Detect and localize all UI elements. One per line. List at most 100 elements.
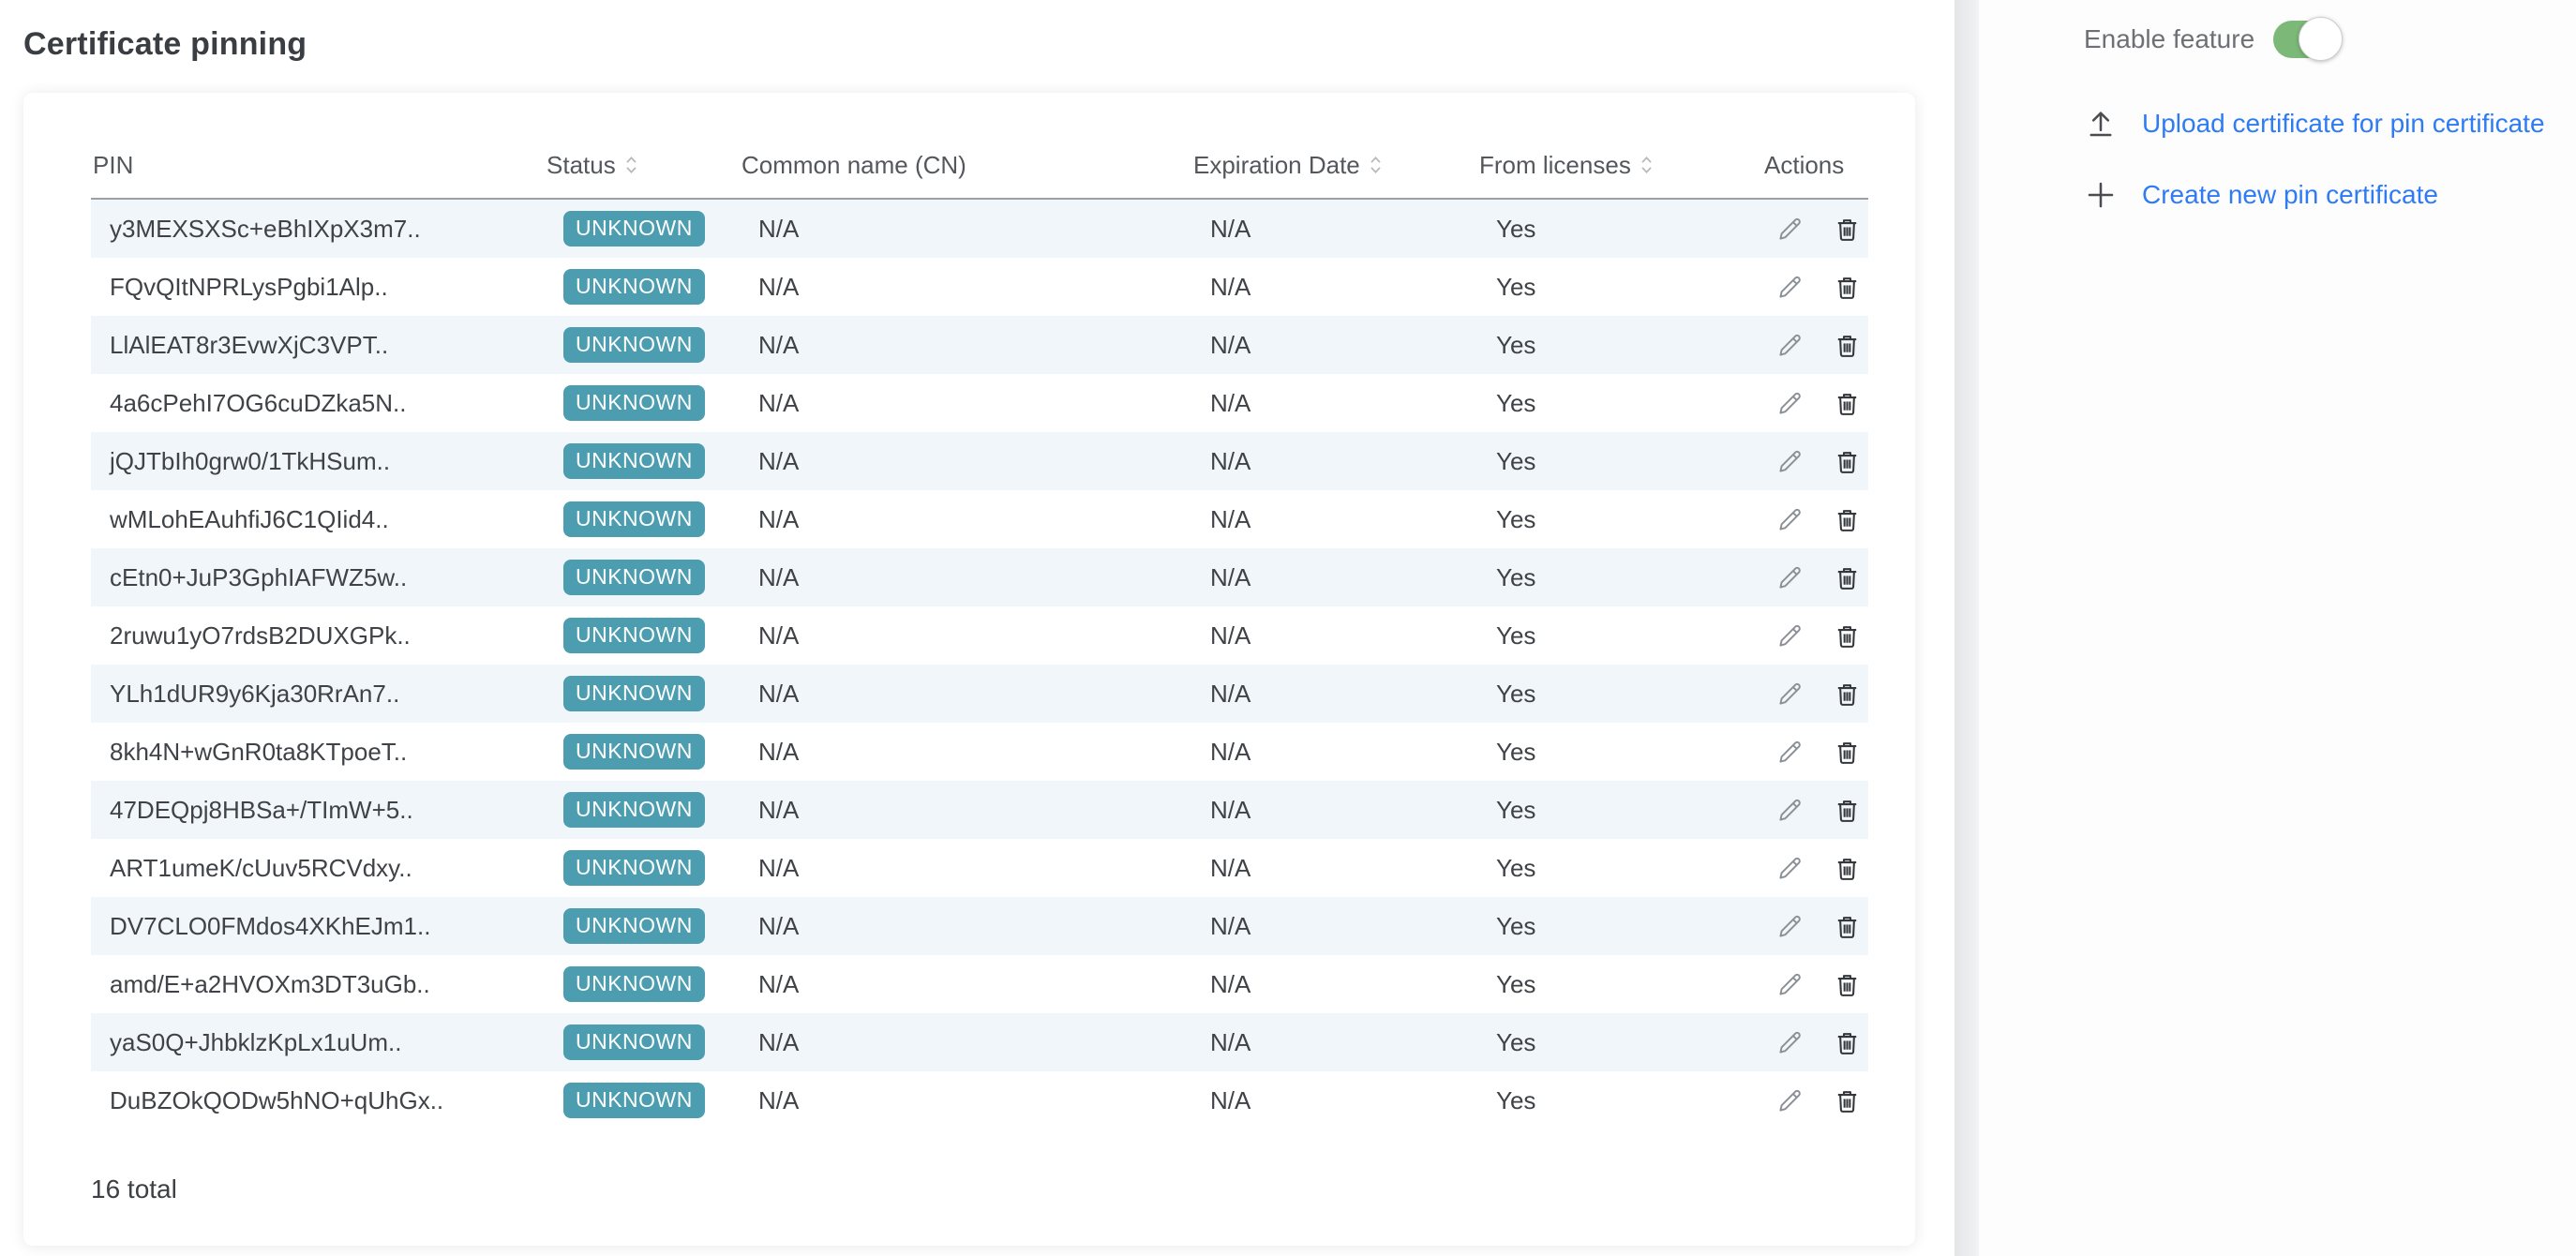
table-body: y3MEXSXSc+eBhIXpX3m7.. UNKNOWN N/A N/A Y… bbox=[91, 200, 1868, 1129]
edit-button[interactable] bbox=[1775, 563, 1805, 592]
column-header-label: Actions bbox=[1764, 150, 1845, 179]
status-badge: UNKNOWN bbox=[563, 327, 705, 363]
column-header-label: Status bbox=[547, 150, 616, 179]
status-cell: UNKNOWN bbox=[545, 618, 740, 653]
delete-button[interactable] bbox=[1833, 273, 1862, 302]
edit-button[interactable] bbox=[1775, 1086, 1805, 1115]
cn-cell: N/A bbox=[758, 272, 800, 301]
main-content: Certificate pinning PIN Status Common na… bbox=[23, 26, 1868, 1204]
edit-icon bbox=[1775, 334, 1805, 360]
column-header[interactable]: Status bbox=[545, 151, 740, 180]
table-row: LlAlEAT8r3EvwXjC3VPT.. UNKNOWN N/A N/A Y… bbox=[91, 316, 1868, 374]
table-row: yaS0Q+JhbklzKpLx1uUm.. UNKNOWN N/A N/A Y… bbox=[91, 1013, 1868, 1071]
delete-button[interactable] bbox=[1833, 621, 1862, 650]
column-header[interactable]: From licenses bbox=[1477, 151, 1762, 180]
upload-certificate-link[interactable]: Upload certificate for pin certificate bbox=[2084, 107, 2576, 141]
edit-button[interactable] bbox=[1775, 680, 1805, 709]
edit-button[interactable] bbox=[1775, 215, 1805, 244]
expiration-cell: N/A bbox=[1210, 562, 1251, 591]
actions-cell bbox=[1762, 447, 1865, 476]
expiration-cell: N/A bbox=[1210, 737, 1251, 766]
delete-button[interactable] bbox=[1833, 563, 1862, 592]
plus-icon bbox=[2084, 178, 2118, 212]
actions-cell bbox=[1762, 273, 1865, 302]
edit-button[interactable] bbox=[1775, 273, 1805, 302]
edit-button[interactable] bbox=[1775, 854, 1805, 883]
from-licenses-cell: Yes bbox=[1496, 272, 1536, 301]
cn-cell: N/A bbox=[758, 621, 800, 650]
actions-cell bbox=[1762, 680, 1865, 709]
pin-cell: 47DEQpj8HBSa+/TImW+5.. bbox=[110, 795, 413, 824]
actions-cell bbox=[1762, 389, 1865, 418]
trash-icon bbox=[1833, 1090, 1862, 1115]
delete-button[interactable] bbox=[1833, 970, 1862, 999]
edit-button[interactable] bbox=[1775, 1028, 1805, 1057]
column-header[interactable]: Common name (CN) bbox=[740, 151, 1191, 180]
pin-cell: cEtn0+JuP3GphIAFWZ5w.. bbox=[110, 562, 408, 591]
edit-button[interactable] bbox=[1775, 389, 1805, 418]
trash-icon bbox=[1833, 218, 1862, 244]
edit-button[interactable] bbox=[1775, 331, 1805, 360]
actions-cell bbox=[1762, 854, 1865, 883]
expiration-cell: N/A bbox=[1210, 795, 1251, 824]
delete-button[interactable] bbox=[1833, 331, 1862, 360]
edit-button[interactable] bbox=[1775, 738, 1805, 767]
cn-cell: N/A bbox=[758, 853, 800, 882]
cn-cell: N/A bbox=[758, 1085, 800, 1114]
delete-button[interactable] bbox=[1833, 1086, 1862, 1115]
edit-button[interactable] bbox=[1775, 447, 1805, 476]
delete-button[interactable] bbox=[1833, 854, 1862, 883]
actions-cell bbox=[1762, 970, 1865, 999]
sort-chevrons-icon[interactable] bbox=[1370, 156, 1382, 174]
cn-cell: N/A bbox=[758, 969, 800, 998]
edit-button[interactable] bbox=[1775, 970, 1805, 999]
edit-icon bbox=[1775, 566, 1805, 592]
trash-icon bbox=[1833, 916, 1862, 941]
panel-divider bbox=[1954, 0, 1979, 1256]
trash-icon bbox=[1833, 277, 1862, 302]
status-cell: UNKNOWN bbox=[545, 385, 740, 421]
status-badge: UNKNOWN bbox=[563, 269, 705, 305]
edit-button[interactable] bbox=[1775, 505, 1805, 534]
trash-icon bbox=[1833, 567, 1862, 592]
edit-button[interactable] bbox=[1775, 912, 1805, 941]
toggle-knob bbox=[2299, 17, 2344, 61]
status-badge: UNKNOWN bbox=[563, 1083, 705, 1118]
column-header[interactable]: Actions bbox=[1762, 151, 1865, 180]
sort-chevrons-icon[interactable] bbox=[1640, 156, 1653, 174]
table-row: jQJTbIh0grw0/1TkHSum.. UNKNOWN N/A N/A Y… bbox=[91, 432, 1868, 490]
column-header[interactable]: PIN bbox=[91, 151, 545, 180]
status-badge: UNKNOWN bbox=[563, 560, 705, 595]
table-row: FQvQItNPRLysPgbi1Alp.. UNKNOWN N/A N/A Y… bbox=[91, 258, 1868, 316]
column-header[interactable]: Expiration Date bbox=[1191, 151, 1477, 180]
delete-button[interactable] bbox=[1833, 505, 1862, 534]
actions-cell bbox=[1762, 215, 1865, 244]
expiration-cell: N/A bbox=[1210, 1027, 1251, 1056]
delete-button[interactable] bbox=[1833, 738, 1862, 767]
edit-button[interactable] bbox=[1775, 796, 1805, 825]
enable-feature-toggle[interactable] bbox=[2273, 17, 2344, 61]
delete-button[interactable] bbox=[1833, 796, 1862, 825]
status-badge: UNKNOWN bbox=[563, 792, 705, 828]
from-licenses-cell: Yes bbox=[1496, 911, 1536, 940]
edit-button[interactable] bbox=[1775, 621, 1805, 650]
from-licenses-cell: Yes bbox=[1496, 795, 1536, 824]
status-cell: UNKNOWN bbox=[545, 560, 740, 595]
pin-cell: jQJTbIh0grw0/1TkHSum.. bbox=[110, 446, 391, 475]
delete-button[interactable] bbox=[1833, 912, 1862, 941]
sort-chevrons-icon[interactable] bbox=[625, 156, 637, 174]
status-cell: UNKNOWN bbox=[545, 211, 740, 247]
delete-button[interactable] bbox=[1833, 389, 1862, 418]
create-pin-certificate-link[interactable]: Create new pin certificate bbox=[2084, 178, 2576, 212]
enable-feature-label: Enable feature bbox=[2084, 24, 2255, 53]
delete-button[interactable] bbox=[1833, 680, 1862, 709]
status-cell: UNKNOWN bbox=[545, 443, 740, 479]
delete-button[interactable] bbox=[1833, 215, 1862, 244]
delete-button[interactable] bbox=[1833, 447, 1862, 476]
edit-icon bbox=[1775, 276, 1805, 302]
edit-icon bbox=[1775, 450, 1805, 476]
status-cell: UNKNOWN bbox=[545, 908, 740, 944]
status-cell: UNKNOWN bbox=[545, 269, 740, 305]
status-badge: UNKNOWN bbox=[563, 850, 705, 886]
delete-button[interactable] bbox=[1833, 1028, 1862, 1057]
